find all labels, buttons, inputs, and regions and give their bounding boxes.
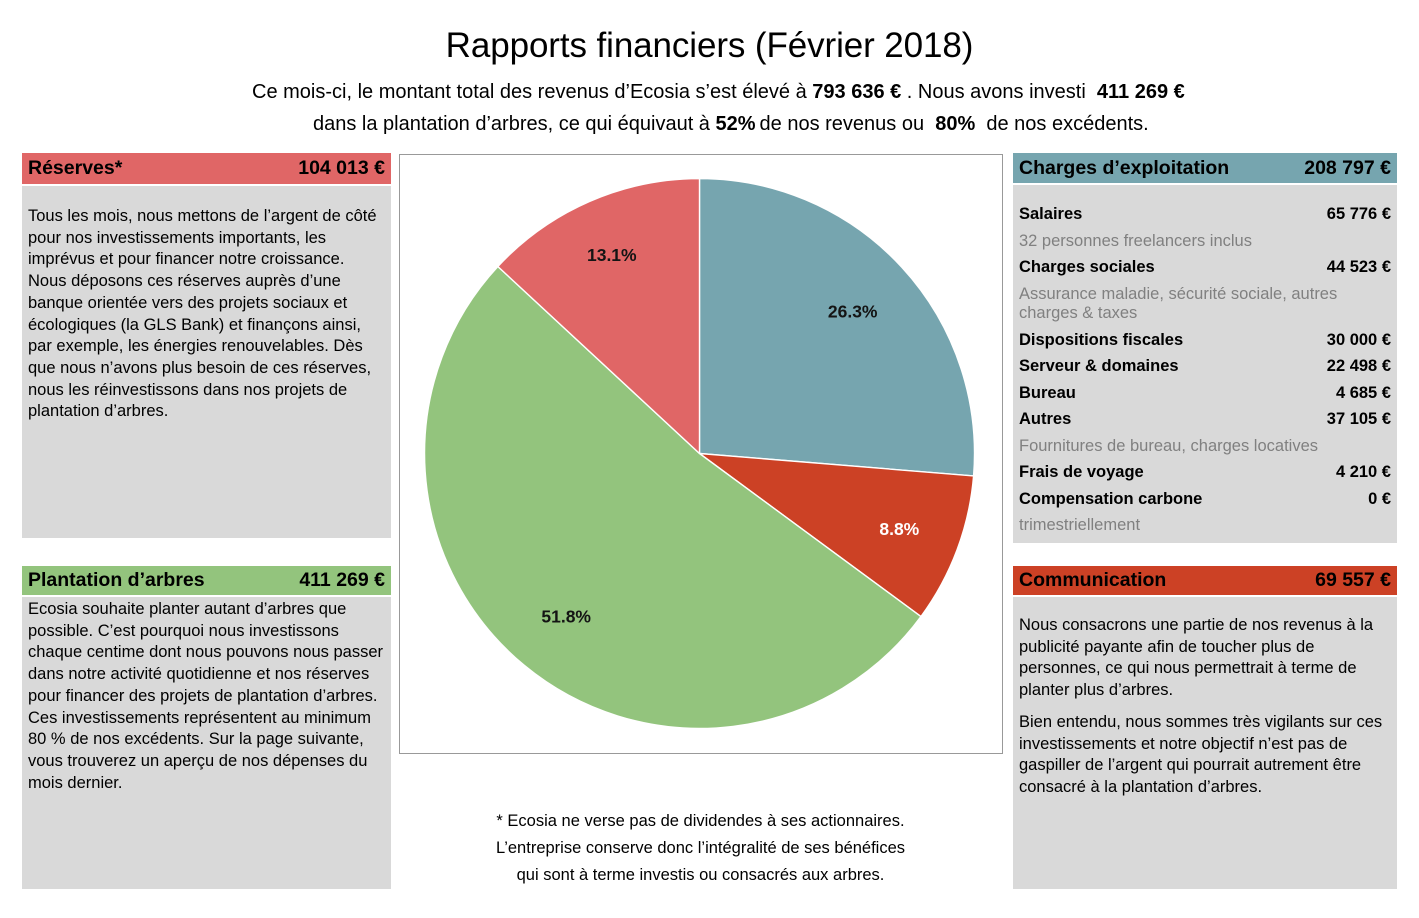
svg-text:8.8%: 8.8% — [879, 519, 919, 539]
svg-text:26.3%: 26.3% — [828, 302, 878, 322]
svg-text:51.8%: 51.8% — [541, 606, 591, 626]
svg-text:13.1%: 13.1% — [587, 245, 637, 265]
